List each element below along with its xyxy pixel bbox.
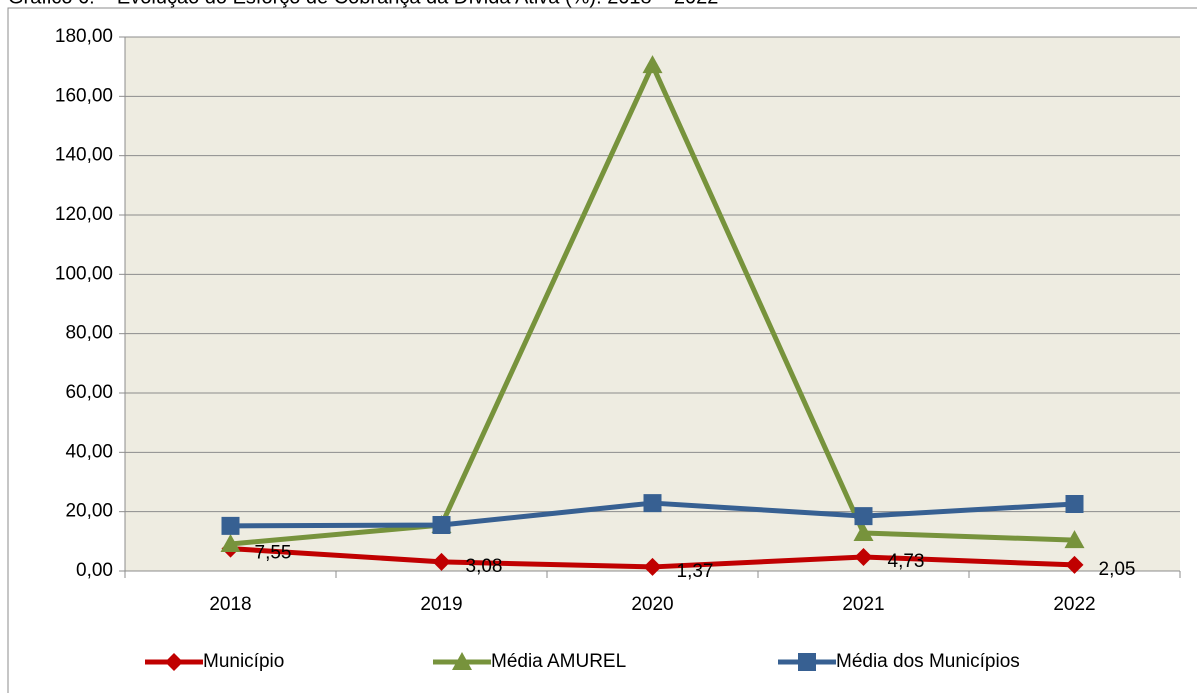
data-label: 7,55 bbox=[255, 543, 292, 564]
legend-label: Média dos Municípios bbox=[836, 651, 1020, 672]
legend-label: Município bbox=[203, 651, 284, 672]
data-point bbox=[1065, 494, 1084, 513]
data-point bbox=[1065, 555, 1084, 574]
data-point bbox=[854, 547, 873, 566]
y-tick-label: 140,00 bbox=[55, 145, 113, 166]
data-label: 3,08 bbox=[466, 556, 503, 577]
legend-label: Média AMUREL bbox=[491, 651, 626, 672]
data-label: 1,37 bbox=[677, 561, 714, 582]
x-tick-label: 2020 bbox=[631, 594, 673, 615]
data-point bbox=[220, 534, 241, 553]
chart-title: Gráfico 6: – Evolução do Esforço de Cobr… bbox=[8, 0, 718, 8]
data-point bbox=[221, 516, 240, 535]
y-tick-label: 80,00 bbox=[65, 323, 113, 344]
data-point bbox=[643, 494, 662, 513]
data-point bbox=[1064, 530, 1085, 549]
y-tick-label: 160,00 bbox=[55, 85, 113, 106]
y-tick-label: 180,00 bbox=[55, 26, 113, 47]
data-label: 4,73 bbox=[888, 551, 925, 572]
data-point bbox=[853, 523, 874, 542]
x-tick-label: 2022 bbox=[1053, 594, 1095, 615]
data-point bbox=[854, 507, 873, 526]
data-label: 2,05 bbox=[1099, 559, 1136, 580]
data-point bbox=[643, 557, 662, 576]
x-tick-label: 2021 bbox=[842, 594, 884, 615]
y-tick-label: 60,00 bbox=[65, 382, 113, 403]
y-tick-label: 20,00 bbox=[65, 501, 113, 522]
x-tick-label: 2018 bbox=[209, 594, 251, 615]
legend-marker bbox=[165, 653, 183, 671]
y-tick-label: 0,00 bbox=[76, 560, 113, 581]
legend-marker bbox=[798, 653, 816, 671]
y-tick-label: 40,00 bbox=[65, 441, 113, 462]
data-point bbox=[642, 55, 663, 74]
x-tick-label: 2019 bbox=[420, 594, 462, 615]
data-point bbox=[432, 552, 451, 571]
data-point bbox=[432, 516, 451, 535]
plot-area bbox=[125, 37, 1180, 571]
y-tick-label: 100,00 bbox=[55, 263, 113, 284]
y-tick-label: 120,00 bbox=[55, 204, 113, 225]
legend-marker bbox=[452, 652, 472, 670]
